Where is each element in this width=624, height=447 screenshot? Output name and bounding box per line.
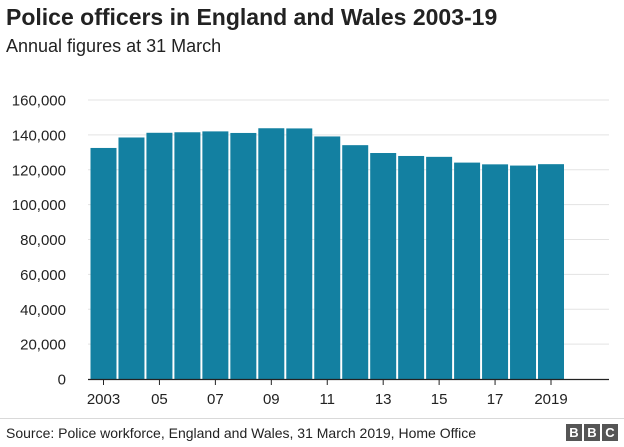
x-tick-label: 05 (151, 391, 168, 408)
bar (426, 156, 453, 379)
bbc-logo-letter: B (584, 424, 600, 441)
bar-chart: 0 20,000 40,000 60,000 80,000 100,000 120,000 1… (12, 93, 609, 408)
x-tick-label: 17 (487, 391, 504, 408)
bar (118, 137, 145, 379)
bbc-logo-letter: C (602, 424, 618, 441)
y-tick-label: 0 (58, 372, 66, 389)
bar (202, 131, 229, 379)
bar (370, 153, 397, 379)
bar (510, 165, 537, 379)
bar (314, 136, 341, 379)
source-note: Source: Police workforce, England and Wa… (6, 425, 477, 441)
bar (482, 164, 509, 379)
bar (174, 132, 201, 379)
bar (146, 132, 173, 379)
x-tick-label: 15 (431, 391, 448, 408)
bar (258, 128, 285, 379)
x-tick-label: 11 (319, 391, 335, 408)
bar (398, 155, 425, 379)
bbc-logo: B B C (566, 424, 618, 441)
x-tick-label: 13 (375, 391, 392, 408)
x-tick-label: 07 (207, 391, 224, 408)
bar (230, 132, 257, 379)
x-tick-label: 2003 (87, 391, 120, 408)
bar (90, 147, 117, 379)
bar (454, 162, 481, 379)
chart-subtitle: Annual figures at 31 March (6, 36, 222, 56)
bar (286, 128, 313, 379)
y-tick-label: 140,000 (12, 127, 66, 144)
bar (342, 145, 369, 379)
y-tick-label: 160,000 (12, 93, 66, 110)
y-tick-label: 40,000 (20, 302, 66, 319)
bbc-logo-letter: B (566, 424, 582, 441)
x-tick-label: 09 (263, 391, 280, 408)
y-tick-label: 80,000 (20, 232, 66, 249)
y-tick-label: 60,000 (20, 267, 66, 284)
chart-title: Police officers in England and Wales 200… (6, 4, 498, 30)
y-tick-label: 120,000 (12, 162, 66, 179)
x-tick-label: 2019 (534, 391, 567, 408)
y-tick-label: 20,000 (20, 337, 66, 354)
bar (538, 164, 564, 379)
y-tick-label: 100,000 (12, 197, 66, 214)
footer-divider (0, 418, 624, 419)
